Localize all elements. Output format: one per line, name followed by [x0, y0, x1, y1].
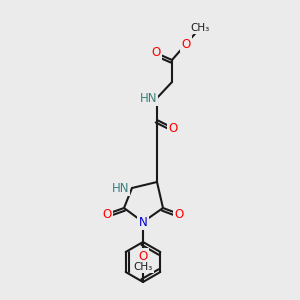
- Text: O: O: [174, 208, 184, 220]
- Text: CH₃: CH₃: [134, 262, 153, 272]
- Text: N: N: [139, 215, 147, 229]
- Text: O: O: [152, 46, 160, 59]
- Text: HN: HN: [140, 92, 157, 104]
- Text: O: O: [168, 122, 178, 134]
- Text: O: O: [102, 208, 112, 220]
- Text: CH₃: CH₃: [190, 23, 210, 33]
- Text: HN: HN: [112, 182, 129, 194]
- Text: O: O: [138, 250, 148, 262]
- Text: O: O: [182, 38, 190, 50]
